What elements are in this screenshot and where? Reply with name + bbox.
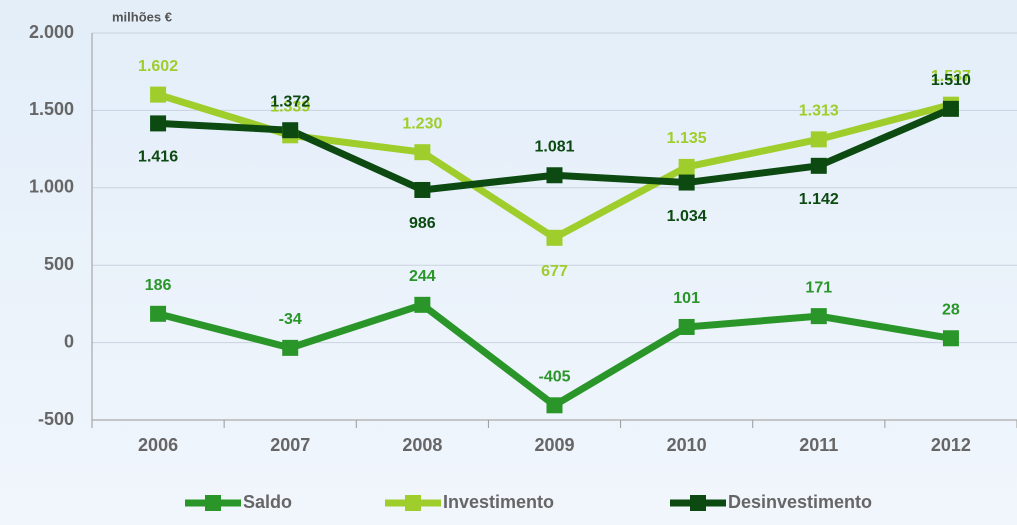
point-marker [414, 296, 431, 313]
point-marker [546, 397, 563, 414]
data-label: 1.135 [667, 130, 707, 147]
point-marker [414, 181, 431, 198]
data-label: 171 [805, 279, 832, 296]
point-marker [942, 100, 959, 117]
data-label: 28 [942, 301, 960, 318]
data-label: 1.537 [931, 68, 971, 85]
point-marker [942, 330, 959, 347]
x-tick-label: 2009 [534, 435, 574, 455]
point-marker [546, 229, 563, 246]
data-label: 1.510 [931, 72, 971, 89]
data-label: 1.313 [799, 103, 839, 120]
data-label: -34 [279, 311, 302, 328]
data-label: 244 [409, 268, 436, 285]
data-label: 1.081 [534, 138, 574, 155]
point-marker [414, 144, 431, 161]
y-tick-label: 500 [44, 254, 74, 274]
point-marker [678, 158, 695, 175]
point-marker [678, 174, 695, 191]
x-tick-label: 2007 [270, 435, 310, 455]
x-tick-label: 2011 [799, 435, 838, 455]
data-label: 1.602 [138, 58, 178, 75]
data-label: 1.230 [402, 115, 442, 132]
y-tick-label: 2.000 [29, 22, 74, 42]
y-tick-label: 1.500 [29, 99, 74, 119]
y-tick-label: -500 [38, 409, 74, 429]
data-label: 986 [409, 215, 436, 232]
x-tick-label: 2008 [402, 435, 442, 455]
y-tick-label: 0 [64, 331, 74, 351]
x-tick-label: 2010 [667, 435, 707, 455]
data-label: 1.372 [270, 93, 310, 110]
data-label: 1.416 [138, 149, 178, 166]
data-label: 677 [541, 263, 568, 280]
point-marker [150, 115, 167, 132]
legend-marker [405, 495, 421, 511]
point-marker [678, 318, 695, 335]
legend-label: Investimento [443, 492, 554, 512]
legend-label: Saldo [243, 492, 292, 512]
y-tick-label: 1.000 [29, 177, 74, 197]
data-label: 1.034 [667, 208, 707, 225]
data-label: -405 [538, 369, 570, 386]
data-label: 186 [145, 277, 172, 294]
legend-label: Desinvestimento [728, 492, 872, 512]
data-label: 1.142 [799, 191, 839, 208]
point-marker [282, 122, 299, 139]
y-axis-label: milhões € [112, 9, 172, 24]
data-label: 1.339 [270, 99, 310, 116]
point-marker [810, 157, 827, 174]
legend-marker [690, 495, 706, 511]
x-tick-label: 2006 [138, 435, 178, 455]
x-tick-label: 2012 [931, 435, 971, 455]
point-marker [282, 339, 299, 356]
point-marker [150, 305, 167, 322]
point-marker [546, 167, 563, 184]
data-label: 101 [673, 290, 700, 307]
point-marker [150, 86, 167, 103]
legend-marker [205, 495, 221, 511]
point-marker [810, 131, 827, 148]
point-marker [810, 308, 827, 325]
